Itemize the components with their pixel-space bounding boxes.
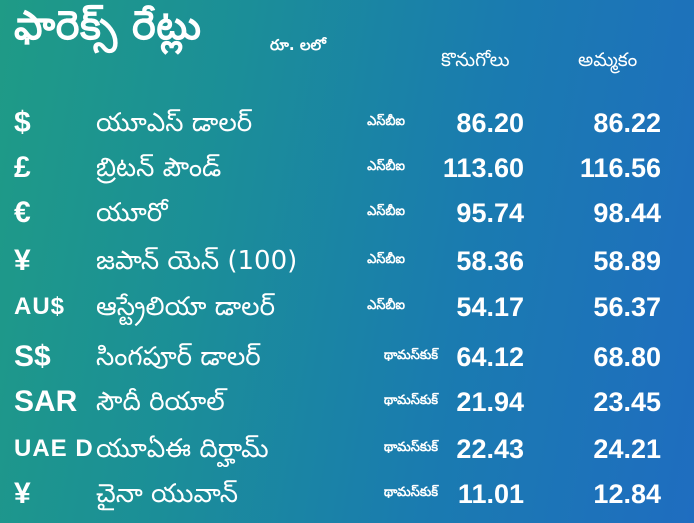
page-title: ఫారెక్స్ రేట్లు [14,3,202,49]
sell-rate: 86.22 [593,107,661,138]
sell-rate: 68.80 [593,341,661,372]
rate-source: ఎస్‌బీఐ [367,298,405,313]
currency-name: యూరో [96,198,168,228]
sell-rate: 12.84 [593,478,661,509]
rate-source: థామస్‌కుక్ [383,348,438,363]
currency-symbol: UAE D [14,435,94,462]
currency-name: బ్రిటన్ పౌండ్ [96,153,222,183]
currency-symbol: AU$ [14,293,66,320]
buy-column-header: కొనుగోలు [441,49,510,71]
currency-name: యూఎస్ డాలర్ [96,108,253,138]
rate-source: థామస్‌కుక్ [383,393,438,408]
rate-source: ఎస్‌బీఐ [367,159,405,174]
rate-row-aed: UAE D యూఏఈ దిర్హామ్ థామస్‌కుక్ 22.43 24.… [0,426,694,472]
rate-row-eur: € యూరో ఎస్‌బీఐ 95.74 98.44 [0,190,694,236]
rate-source: ఎస్‌బీఐ [367,204,405,219]
currency-symbol: £ [14,151,31,184]
rate-row-usd: $ యూఎస్ డాలర్ ఎస్‌బీఐ 86.20 86.22 [0,100,694,146]
currency-symbol: S$ [14,340,51,373]
currency-symbol: € [14,196,31,229]
buy-rate: 22.43 [456,433,524,464]
sell-column-header: అమ్మకం [578,49,638,71]
rate-source: ఎస్‌బీఐ [367,114,405,129]
rate-source: థామస్‌కుక్ [383,485,438,500]
rate-source: ఎస్‌బీఐ [367,252,405,267]
unit-label: రూ. లలో [270,36,326,54]
sell-rate: 98.44 [593,197,661,228]
buy-rate: 113.60 [442,152,524,183]
buy-rate: 21.94 [456,386,524,417]
buy-rate: 95.74 [456,197,524,228]
currency-name: ఆస్ట్రేలియా డాలర్ [96,292,276,322]
sell-rate: 58.89 [593,245,661,276]
currency-name: జపాన్ యెన్ (100) [96,246,298,276]
sell-rate: 116.56 [579,152,661,183]
rate-row-cny: ¥ చైనా యువాన్ థామస్‌కుక్ 11.01 12.84 [0,471,694,517]
rate-row-gbp: £ బ్రిటన్ పౌండ్ ఎస్‌బీఐ 113.60 116.56 [0,145,694,191]
buy-rate: 64.12 [456,341,524,372]
currency-name: సౌదీ రియాల్ [96,387,225,417]
sell-rate: 24.21 [593,433,661,464]
sell-rate: 56.37 [593,291,661,322]
currency-name: యూఏఈ దిర్హామ్ [96,434,269,464]
currency-symbol: ¥ [14,244,31,277]
buy-rate: 86.20 [456,107,524,138]
buy-rate: 58.36 [456,245,524,276]
currency-name: చైనా యువాన్ [96,479,239,509]
rate-row-sgd: S$ సింగపూర్ డాలర్ థామస్‌కుక్ 64.12 68.80 [0,334,694,380]
currency-symbol: ¥ [14,477,31,510]
buy-rate: 54.17 [456,291,524,322]
buy-rate: 11.01 [457,478,524,509]
rate-row-aud: AU$ ఆస్ట్రేలియా డాలర్ ఎస్‌బీఐ 54.17 56.3… [0,284,694,330]
rate-source: థామస్‌కుక్ [383,440,438,455]
rate-row-jpy: ¥ జపాన్ యెన్ (100) ఎస్‌బీఐ 58.36 58.89 [0,238,694,284]
sell-rate: 23.45 [593,386,661,417]
rate-row-sar: SAR సౌదీ రియాల్ థామస్‌కుక్ 21.94 23.45 [0,379,694,425]
currency-name: సింగపూర్ డాలర్ [96,342,261,372]
currency-symbol: SAR [14,385,78,418]
currency-symbol: $ [14,106,31,139]
